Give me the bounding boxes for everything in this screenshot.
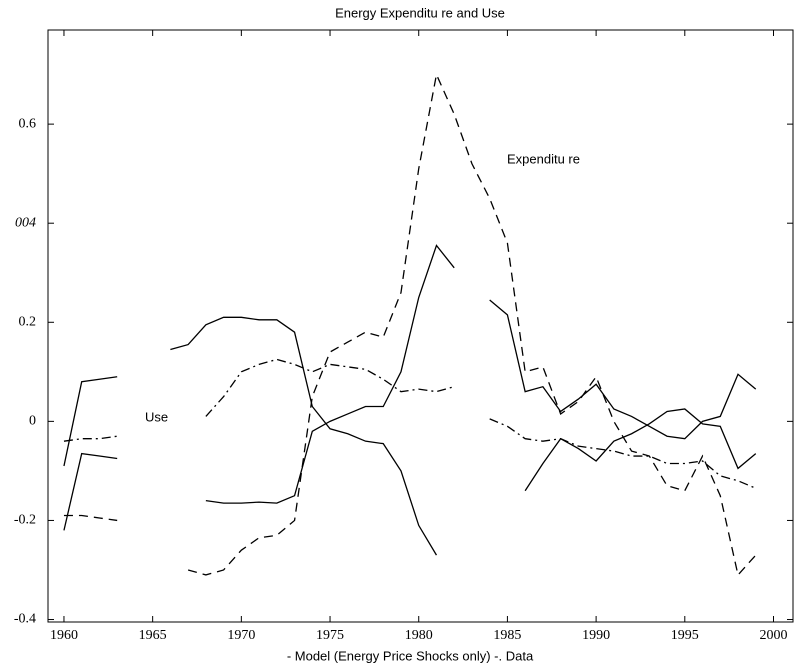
- x-tick-label: 1965: [139, 628, 167, 643]
- legend: - Model (Energy Price Shocks only) -. Da…: [287, 648, 534, 663]
- x-tick-label: 1980: [405, 628, 433, 643]
- y-tick-label: -0.2: [14, 513, 36, 528]
- series-line: [63, 72, 757, 577]
- annotation: Expenditu re: [507, 151, 580, 166]
- series-line: [63, 316, 757, 556]
- annotation: Use: [145, 409, 168, 424]
- x-tick-label: 2000: [759, 628, 787, 643]
- y-tick-label: 0: [29, 414, 36, 429]
- series-line: [63, 244, 757, 531]
- plot-frame: [47, 29, 794, 623]
- x-tick-label: 1975: [316, 628, 344, 643]
- x-tick-label: 1990: [582, 628, 610, 643]
- x-tick-label: 1960: [50, 628, 78, 643]
- y-tick-label: 0.2: [19, 315, 37, 330]
- x-tick-label: 1970: [227, 628, 255, 643]
- x-tick-label: 1995: [671, 628, 699, 643]
- y-tick-label: -0.4: [14, 612, 36, 627]
- y-tick-label: 004: [15, 215, 36, 230]
- x-tick-label: 1985: [493, 628, 521, 643]
- chart-title: Energy Expenditu re and Use: [335, 5, 505, 20]
- y-tick-label: 0.6: [19, 116, 37, 131]
- series-line: [63, 358, 757, 489]
